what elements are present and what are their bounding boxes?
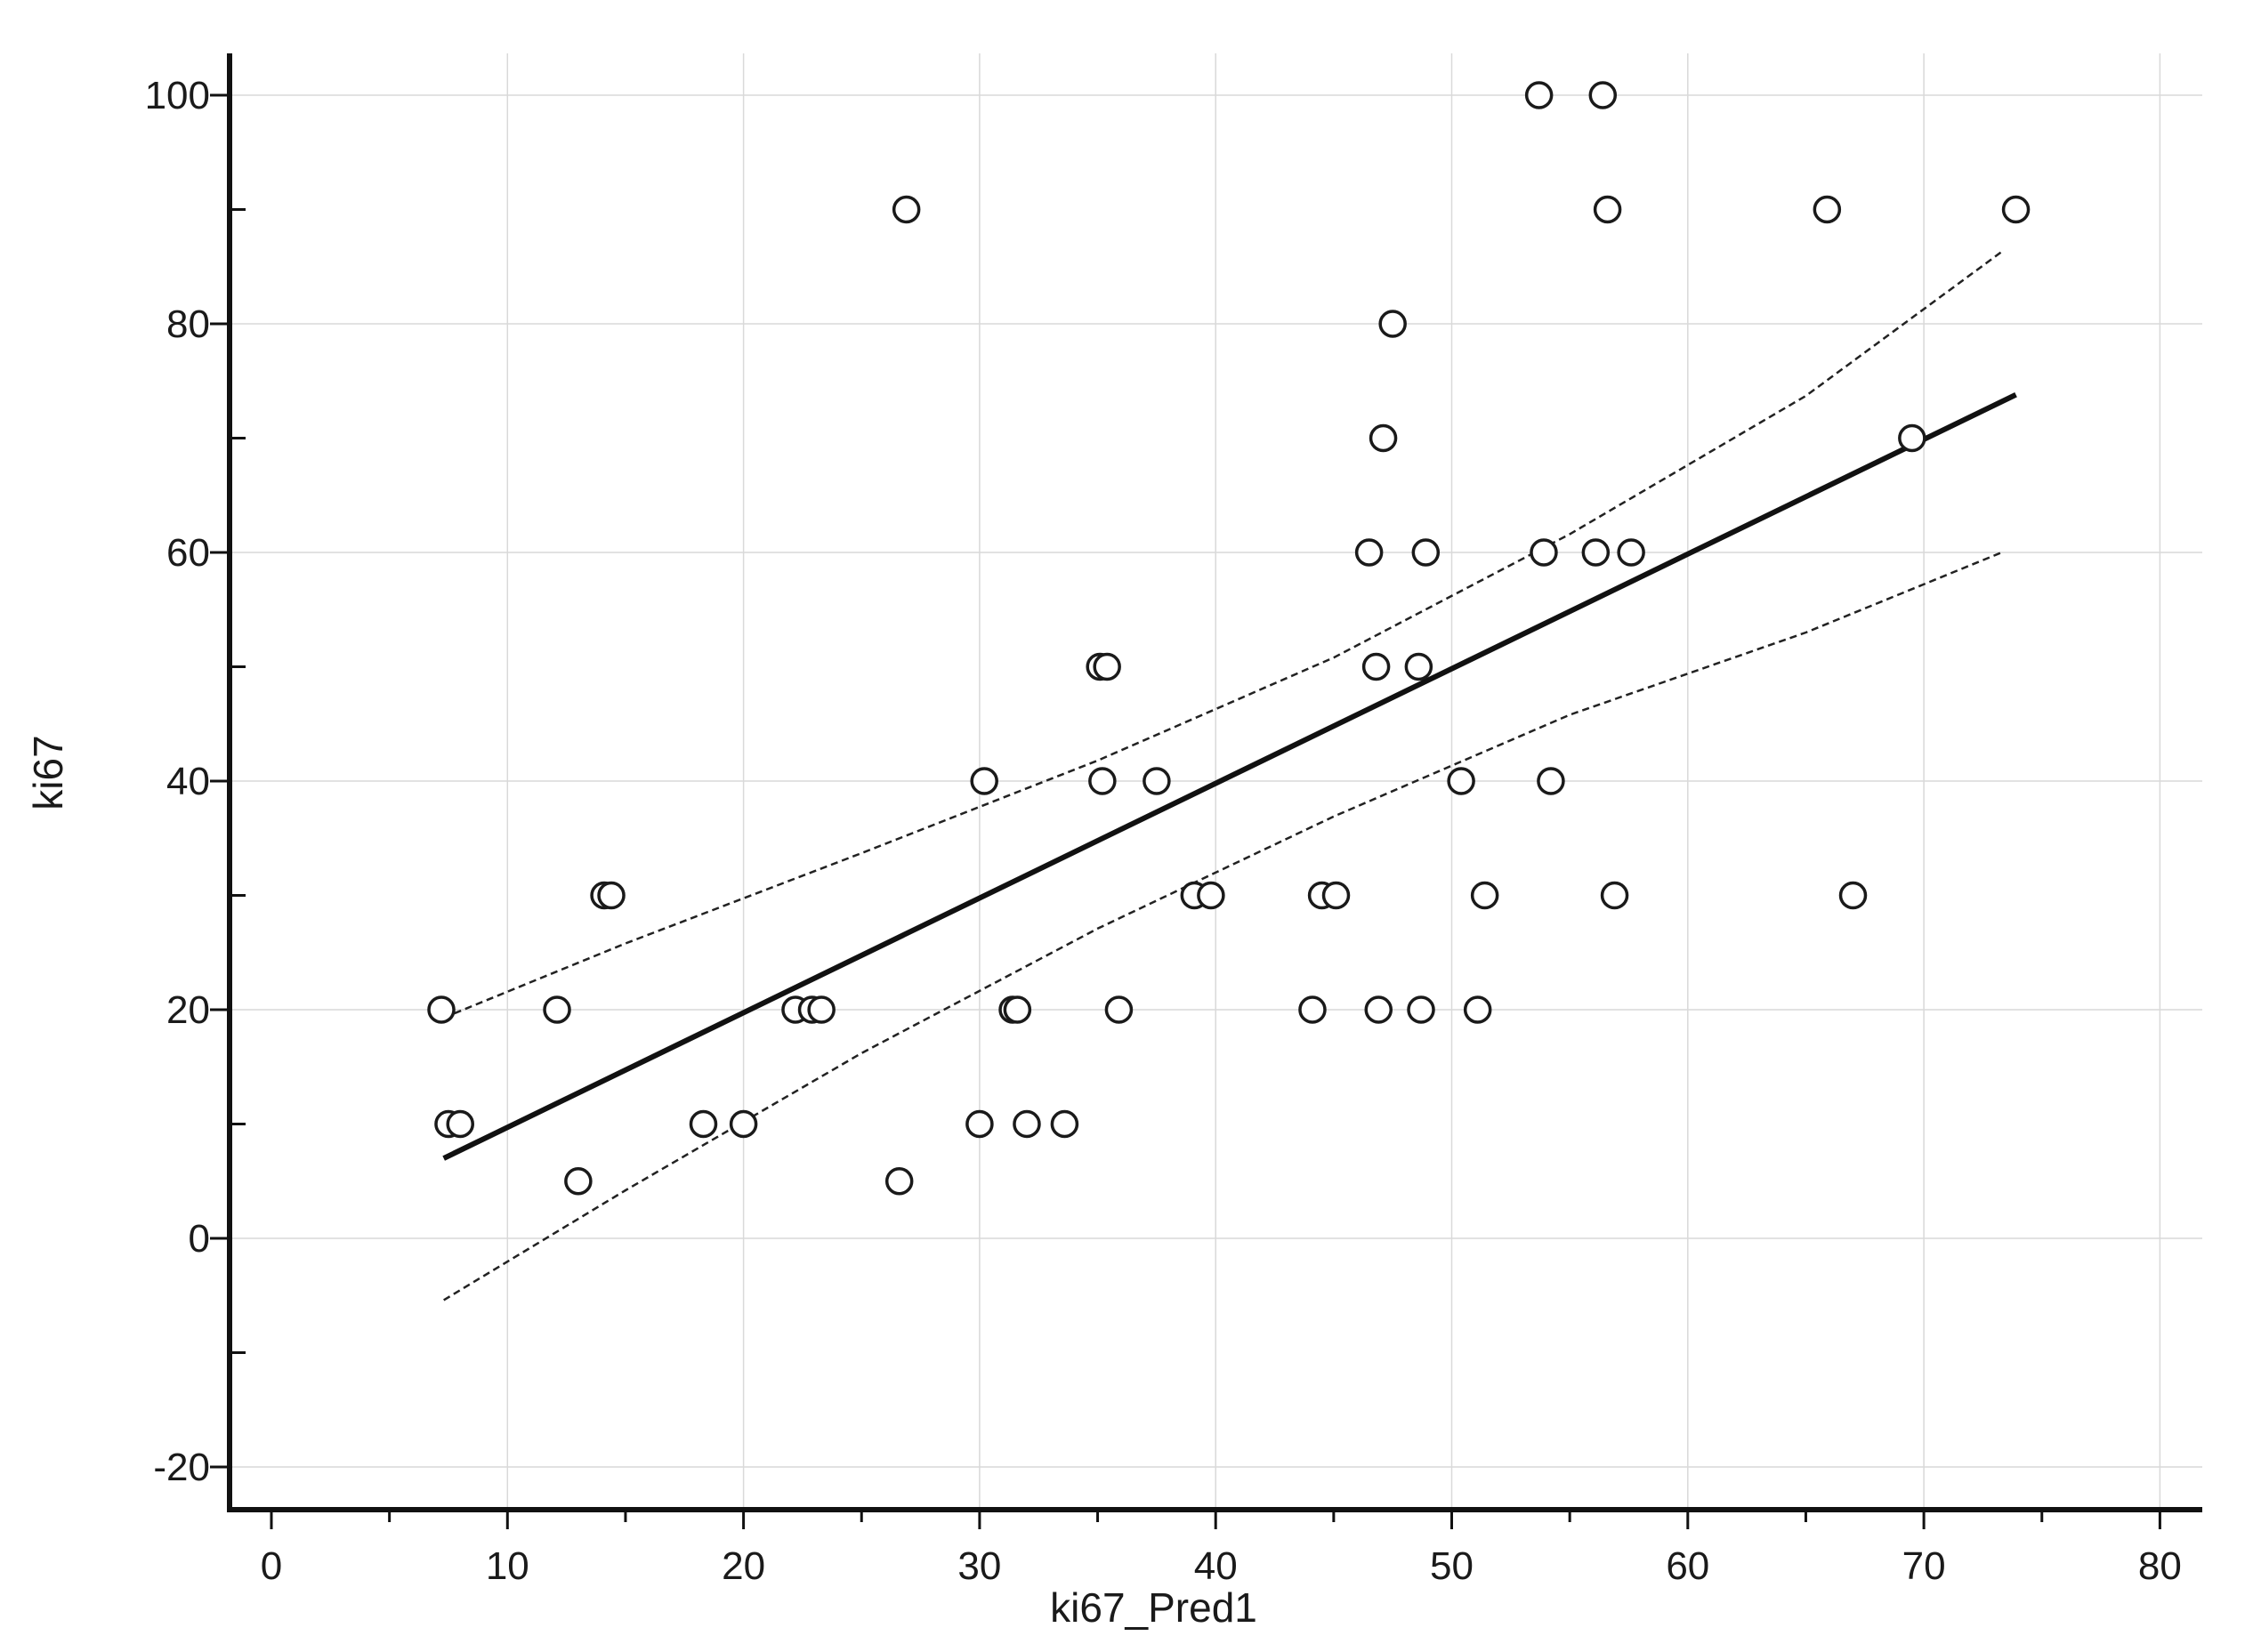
x-tick-label: 10 — [486, 1544, 529, 1588]
y-tick-label: 100 — [145, 74, 210, 117]
y-tick-label: -20 — [153, 1446, 210, 1489]
data-point — [1104, 995, 1134, 1024]
data-point — [427, 995, 456, 1024]
confidence-lower-curve — [443, 551, 2003, 1301]
data-point — [1600, 881, 1629, 910]
y-tick-label: 0 — [189, 1217, 210, 1261]
x-tick-label: 0 — [261, 1544, 282, 1588]
data-point — [543, 995, 571, 1024]
x-tick-label: 60 — [1666, 1544, 1709, 1588]
data-point — [884, 1167, 914, 1196]
data-point — [2001, 195, 2031, 224]
data-point — [1593, 195, 1622, 224]
data-point — [1378, 310, 1407, 338]
data-point — [1530, 538, 1558, 567]
x-tick-label: 70 — [1902, 1544, 1946, 1588]
data-point — [1354, 538, 1384, 567]
data-point — [689, 1109, 718, 1139]
y-axis-title: ki67 — [25, 735, 71, 810]
data-point — [1581, 538, 1611, 567]
data-point — [965, 1109, 994, 1139]
data-point — [1361, 652, 1391, 681]
data-point — [1898, 423, 1926, 453]
data-point — [1588, 81, 1618, 109]
x-tick-label: 40 — [1194, 1544, 1238, 1588]
data-point — [1524, 81, 1554, 109]
data-point — [1143, 767, 1171, 795]
data-point — [729, 1109, 758, 1139]
x-tick-label: 30 — [957, 1544, 1001, 1588]
x-tick-label: 80 — [2138, 1544, 2182, 1588]
data-point — [807, 995, 836, 1024]
data-point — [1838, 881, 1868, 910]
data-point — [1447, 767, 1475, 795]
data-point — [1093, 652, 1121, 681]
data-point — [1321, 881, 1351, 910]
axis-ticks: 0 10 20 30 40 50 60 70 80 -20 0 20 40 60 80 100 — [145, 74, 2182, 1588]
data-point — [1088, 767, 1117, 795]
regression-line — [442, 391, 2017, 1161]
y-tick-label: 60 — [166, 531, 210, 575]
data-point — [1050, 1109, 1079, 1139]
data-point — [970, 767, 998, 795]
data-point — [1197, 881, 1225, 910]
data-point — [892, 195, 921, 224]
data-point — [1013, 1109, 1041, 1139]
data-point — [1003, 995, 1032, 1024]
y-tick-label: 20 — [166, 988, 210, 1032]
data-point — [1463, 995, 1492, 1024]
data-point — [564, 1167, 593, 1196]
y-tick-label: 80 — [166, 302, 210, 346]
data-point — [597, 881, 626, 910]
data-point — [1364, 995, 1393, 1024]
x-tick-label: 20 — [722, 1544, 765, 1588]
data-points — [427, 81, 2031, 1196]
data-point — [1298, 995, 1327, 1024]
data-point — [446, 1109, 474, 1139]
data-point — [1369, 423, 1398, 453]
x-axis-title: ki67_Pred1 — [1050, 1584, 1257, 1631]
confidence-band — [443, 250, 2003, 1301]
data-point — [1407, 995, 1435, 1024]
x-tick-label: 50 — [1430, 1544, 1474, 1588]
data-point — [1404, 652, 1433, 681]
y-tick-label: 40 — [166, 760, 210, 803]
data-point — [1537, 767, 1565, 795]
data-point — [1470, 881, 1499, 910]
data-point — [1411, 538, 1441, 567]
data-point — [1813, 195, 1842, 224]
data-point — [1617, 538, 1645, 567]
